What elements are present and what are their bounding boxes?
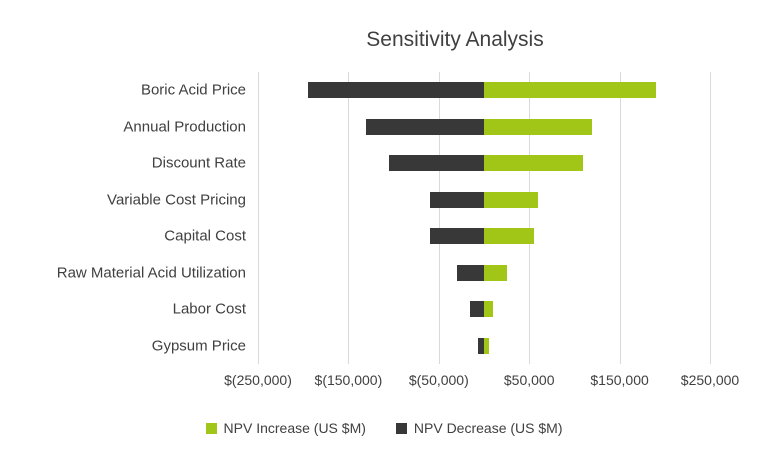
legend-swatch	[205, 422, 217, 434]
gridline	[258, 72, 259, 364]
chart-row: Variable Cost Pricing	[107, 182, 710, 219]
category-label: Raw Material Acid Utilization	[56, 264, 246, 282]
category-label: Annual Production	[123, 118, 246, 136]
bar-npv-increase	[484, 301, 494, 318]
bar-npv-increase	[484, 118, 593, 135]
bar-npv-decrease	[307, 82, 484, 99]
category-label: Variable Cost Pricing	[107, 191, 246, 209]
plot-area: Boric Acid Price Annual Production Discoun…	[57, 72, 711, 365]
gridline	[438, 72, 440, 364]
legend-label: NPV Increase (US $M)	[223, 420, 366, 436]
legend-item: NPV Increase (US $M)	[205, 420, 366, 436]
bar-npv-increase	[484, 155, 584, 172]
bar-npv-increase	[484, 337, 489, 354]
legend-swatch	[395, 422, 407, 434]
x-axis: $(250,000) $(150,000) $(50,000) $50,000 $150…	[224, 372, 739, 392]
category-label: Discount Rate	[151, 154, 246, 172]
category-label: Boric Acid Price	[140, 81, 246, 99]
bar-npv-decrease	[470, 301, 484, 318]
gridline	[619, 72, 621, 364]
legend: NPV Increase (US $M) NPV Decrease (US $M)	[0, 420, 768, 436]
x-tick-label: $(150,000)	[314, 372, 383, 388]
chart-title: Sensitivity Analysis	[366, 28, 544, 51]
bar-npv-increase	[484, 82, 656, 99]
gridline	[348, 72, 350, 364]
bar-npv-decrease	[456, 264, 484, 281]
category-label: Capital Cost	[164, 227, 246, 245]
bar-npv-decrease	[366, 118, 484, 135]
x-tick-label: $150,000	[590, 372, 649, 388]
x-tick-label: $(50,000)	[408, 372, 469, 388]
x-tick-label: $250,000	[680, 372, 740, 388]
chart-row: Gypsum Price	[152, 328, 710, 365]
bar-npv-decrease	[477, 337, 484, 354]
chart-row: Labor Cost	[173, 291, 710, 328]
chart-row: Boric Acid Price	[141, 72, 710, 109]
gridline	[710, 72, 711, 364]
bar-npv-increase	[484, 191, 539, 208]
x-tick-label: $(250,000)	[224, 372, 292, 388]
legend-label: NPV Decrease (US $M)	[413, 420, 563, 436]
gridline	[529, 72, 531, 364]
bar-npv-increase	[484, 264, 507, 281]
chart-row: Capital Cost	[164, 218, 710, 255]
legend-item: NPV Decrease (US $M)	[395, 420, 563, 436]
bar-npv-decrease	[429, 191, 484, 208]
category-label: Gypsum Price	[151, 337, 246, 355]
x-tick-label: $50,000	[503, 372, 555, 388]
bar-npv-increase	[484, 228, 534, 245]
chart-row: Annual Production	[123, 109, 710, 146]
chart-row: Raw Material Acid Utilization	[57, 255, 710, 292]
bar-npv-decrease	[429, 228, 484, 245]
chart-row: Discount Rate	[152, 145, 710, 182]
category-label: Labor Cost	[172, 300, 246, 318]
bar-npv-decrease	[389, 155, 484, 172]
